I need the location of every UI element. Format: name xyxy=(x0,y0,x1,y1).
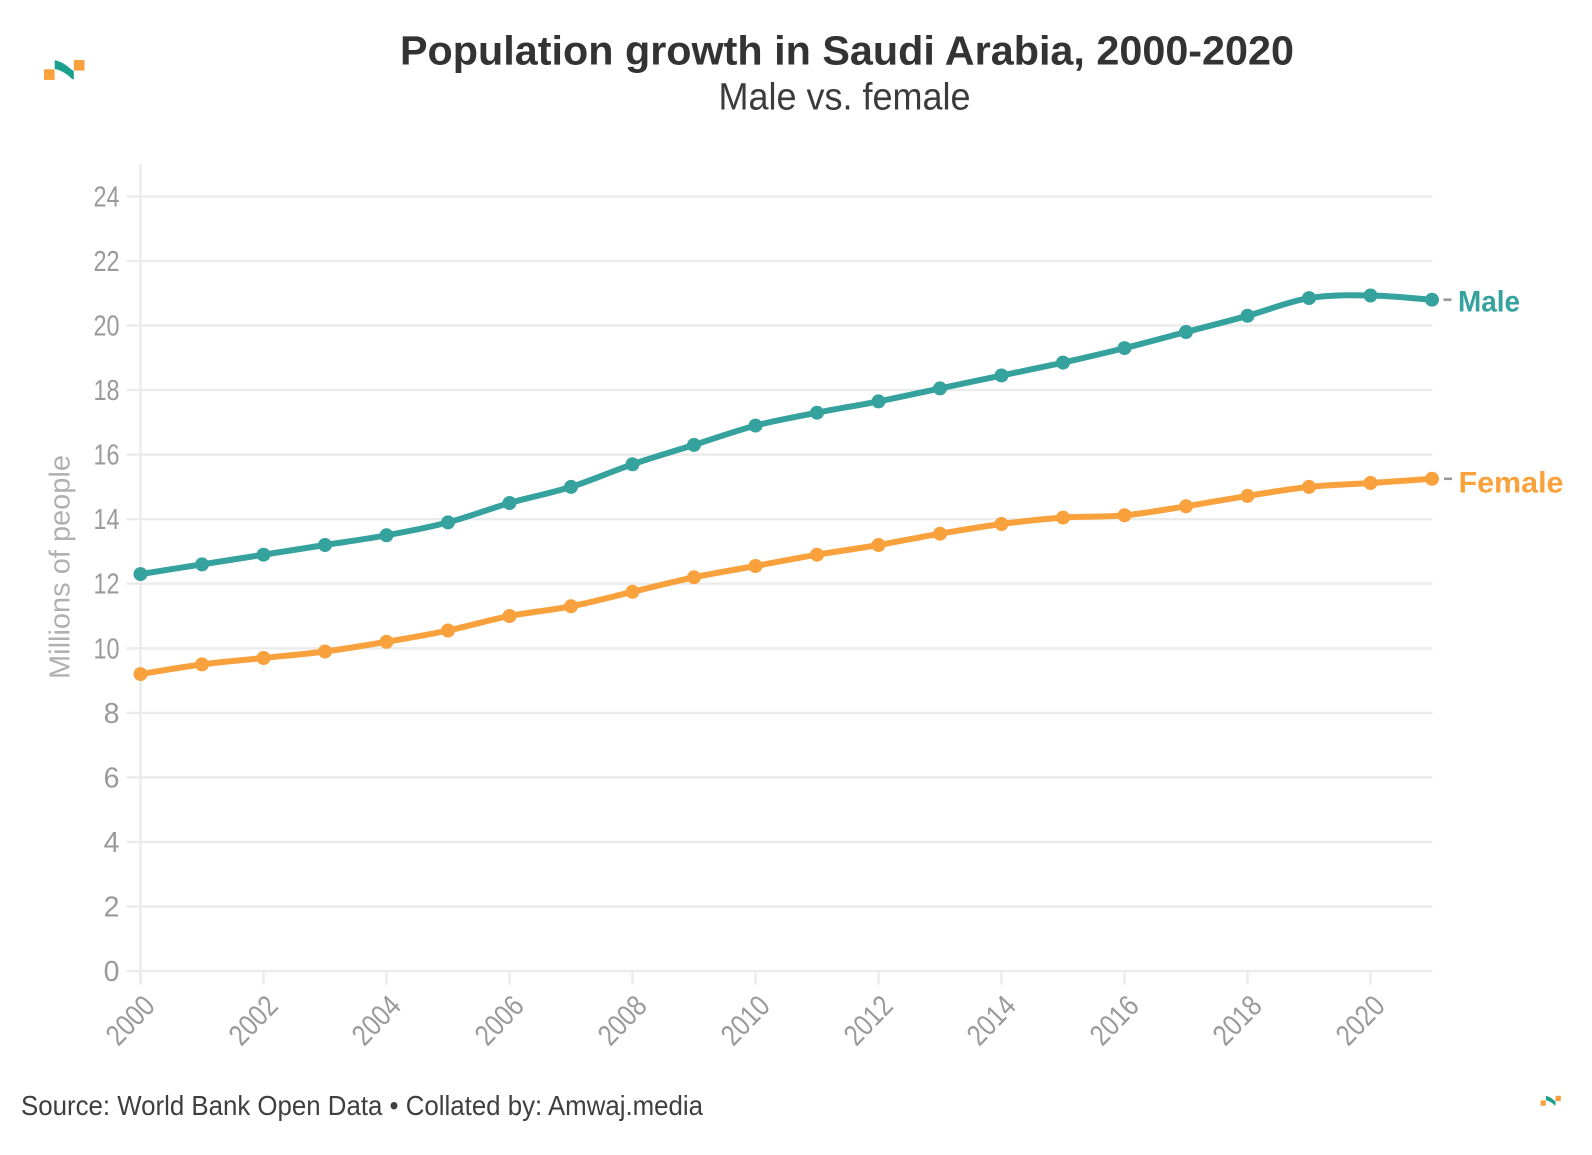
svg-text:6: 6 xyxy=(104,762,120,794)
svg-text:12: 12 xyxy=(94,569,120,601)
svg-text:Male vs. female: Male vs. female xyxy=(719,77,971,119)
svg-text:20: 20 xyxy=(94,311,120,343)
svg-text:2: 2 xyxy=(104,892,120,924)
svg-text:22: 22 xyxy=(94,246,120,278)
svg-text:16: 16 xyxy=(94,440,120,472)
svg-text:Population growth in Saudi Ara: Population growth in Saudi Arabia, 2000-… xyxy=(400,28,1294,74)
svg-text:Millions of people: Millions of people xyxy=(45,455,77,679)
svg-text:24: 24 xyxy=(94,181,120,213)
svg-text:10: 10 xyxy=(94,633,120,665)
svg-text:0: 0 xyxy=(104,956,120,988)
svg-text:14: 14 xyxy=(94,504,120,536)
svg-text:18: 18 xyxy=(94,375,120,407)
svg-text:4: 4 xyxy=(104,827,120,859)
svg-text:Female: Female xyxy=(1459,466,1564,499)
svg-text:Male: Male xyxy=(1458,285,1520,318)
svg-text:Source: World Bank Open Data •: Source: World Bank Open Data • Collated … xyxy=(21,1090,703,1121)
svg-text:8: 8 xyxy=(104,698,120,730)
